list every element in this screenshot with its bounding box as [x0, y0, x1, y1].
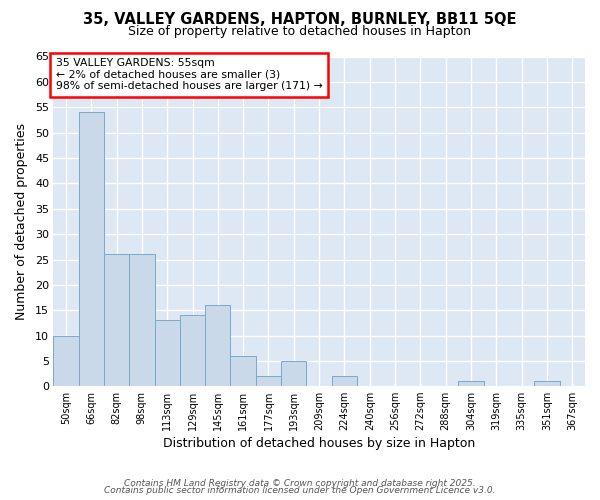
Text: Size of property relative to detached houses in Hapton: Size of property relative to detached ho…: [128, 25, 472, 38]
Bar: [205, 305, 230, 386]
Text: 35 VALLEY GARDENS: 55sqm
← 2% of detached houses are smaller (3)
98% of semi-det: 35 VALLEY GARDENS: 55sqm ← 2% of detache…: [56, 58, 323, 92]
Bar: [79, 112, 104, 386]
Bar: [104, 254, 129, 386]
Text: 35, VALLEY GARDENS, HAPTON, BURNLEY, BB11 5QE: 35, VALLEY GARDENS, HAPTON, BURNLEY, BB1…: [83, 12, 517, 28]
Bar: [458, 382, 484, 386]
Bar: [535, 382, 560, 386]
Bar: [256, 376, 281, 386]
Text: Contains HM Land Registry data © Crown copyright and database right 2025.: Contains HM Land Registry data © Crown c…: [124, 478, 476, 488]
Bar: [129, 254, 155, 386]
Y-axis label: Number of detached properties: Number of detached properties: [15, 123, 28, 320]
Bar: [281, 361, 307, 386]
Text: Contains public sector information licensed under the Open Government Licence v3: Contains public sector information licen…: [104, 486, 496, 495]
Bar: [180, 316, 205, 386]
Bar: [53, 336, 79, 386]
Bar: [332, 376, 357, 386]
Bar: [155, 320, 180, 386]
X-axis label: Distribution of detached houses by size in Hapton: Distribution of detached houses by size …: [163, 437, 475, 450]
Bar: [230, 356, 256, 386]
